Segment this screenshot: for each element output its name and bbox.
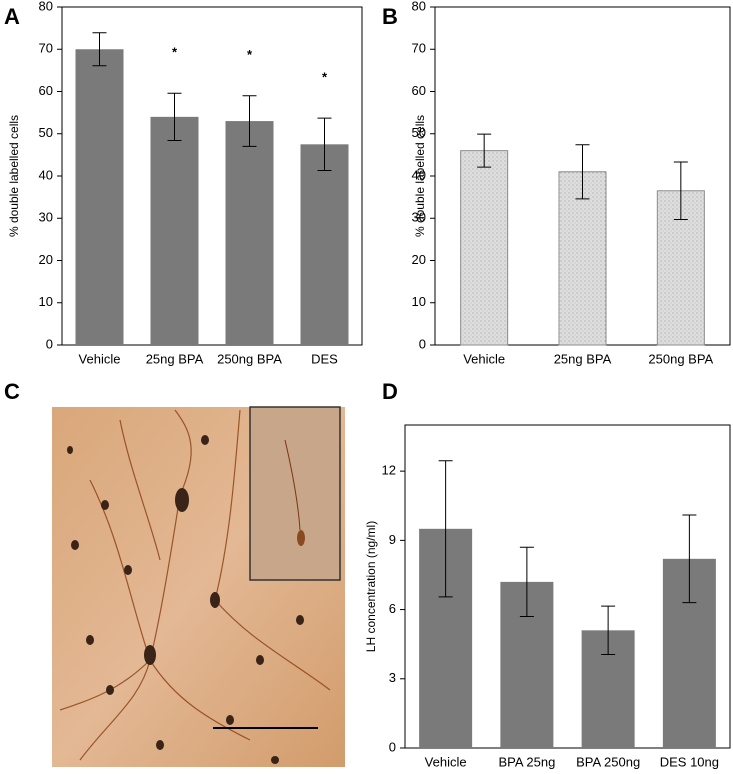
y-tick-label: 80 xyxy=(39,0,53,13)
y-tick-label: 30 xyxy=(39,210,53,225)
error-bar xyxy=(167,92,182,142)
panel-label: B xyxy=(382,4,398,29)
x-tick-label: 250ng BPA xyxy=(217,351,282,366)
error-bar xyxy=(682,514,697,604)
x-tick-label: DES 10ng xyxy=(660,754,719,769)
y-tick-label: 40 xyxy=(39,167,53,182)
y-tick-label: 50 xyxy=(39,125,53,140)
bar xyxy=(150,116,199,345)
x-tick-label: BPA 25ng xyxy=(498,754,555,769)
y-tick-label: 20 xyxy=(412,252,426,267)
error-bar xyxy=(438,460,453,598)
error-bar xyxy=(601,605,616,656)
significance-mark: * xyxy=(172,45,178,60)
error-bar xyxy=(519,546,534,617)
panel-label: A xyxy=(4,4,20,29)
panel-label: D xyxy=(382,379,398,404)
error-bar xyxy=(92,32,107,67)
bar xyxy=(225,121,274,345)
y-axis-label: LH concentration (ng/ml) xyxy=(364,521,378,652)
y-tick-label: 30 xyxy=(412,210,426,225)
y-tick-label: 80 xyxy=(412,0,426,13)
significance-mark: * xyxy=(247,47,253,62)
y-tick-label: 70 xyxy=(412,41,426,56)
y-tick-label: 10 xyxy=(39,294,53,309)
error-bar xyxy=(477,133,492,168)
x-tick-label: Vehicle xyxy=(425,754,467,769)
x-tick-label: 25ng BPA xyxy=(146,351,204,366)
error-bar xyxy=(242,95,257,147)
y-tick-label: 0 xyxy=(419,336,426,351)
y-axis-label: % double labelled cells xyxy=(413,115,427,237)
y-axis-label: % double labelled cells xyxy=(7,115,21,237)
x-tick-label: DES xyxy=(311,351,338,366)
x-tick-label: 25ng BPA xyxy=(554,351,612,366)
x-tick-label: Vehicle xyxy=(79,351,121,366)
bar xyxy=(75,49,124,345)
error-bar xyxy=(673,161,688,221)
panel-label: C xyxy=(4,379,20,404)
y-tick-label: 10 xyxy=(412,294,426,309)
y-tick-label: 12 xyxy=(382,463,396,478)
x-tick-label: Vehicle xyxy=(463,351,505,366)
bar-texture xyxy=(460,150,508,345)
y-tick-label: 6 xyxy=(389,601,396,616)
y-tick-label: 20 xyxy=(39,252,53,267)
y-tick-label: 50 xyxy=(412,125,426,140)
y-tick-label: 9 xyxy=(389,532,396,547)
x-tick-label: 250ng BPA xyxy=(648,351,713,366)
micrograph: C xyxy=(4,379,345,767)
x-tick-label: BPA 250ng xyxy=(576,754,640,769)
y-tick-label: 0 xyxy=(389,739,396,754)
error-bar xyxy=(317,117,332,172)
y-tick-label: 0 xyxy=(46,336,53,351)
y-tick-label: 40 xyxy=(412,167,426,182)
y-tick-label: 3 xyxy=(389,670,396,685)
bar xyxy=(300,144,349,345)
error-bar xyxy=(575,144,590,200)
y-tick-label: 60 xyxy=(39,83,53,98)
y-tick-label: 70 xyxy=(39,41,53,56)
bar-texture xyxy=(559,171,606,345)
y-tick-label: 60 xyxy=(412,83,426,98)
plot-frame xyxy=(404,424,731,749)
significance-mark: * xyxy=(322,70,328,85)
